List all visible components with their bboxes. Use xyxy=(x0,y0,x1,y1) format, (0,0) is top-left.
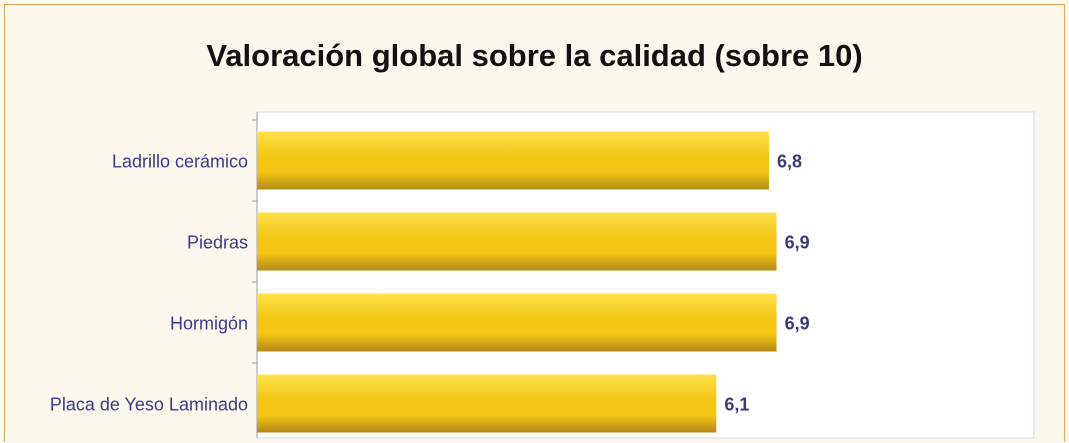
category-label: Piedras xyxy=(187,233,248,253)
category-label: Hormigón xyxy=(170,314,248,334)
bar xyxy=(257,131,770,190)
category-axis xyxy=(252,112,258,438)
category-label: Placa de Yeso Laminado xyxy=(50,395,248,415)
data-label: 6,9 xyxy=(785,233,810,253)
bar xyxy=(257,293,777,352)
data-label: 6,1 xyxy=(724,395,749,415)
chart-title: Valoración global sobre la calidad (sobr… xyxy=(206,38,863,73)
labels: Ladrillo cerámico 6,8 Piedras 6,9 Hormigón 6,… xyxy=(50,152,810,415)
category-label: Ladrillo cerámico xyxy=(112,152,248,172)
data-label: 6,9 xyxy=(785,314,810,334)
bars xyxy=(257,131,777,433)
data-label: 6,8 xyxy=(777,152,802,172)
bar xyxy=(257,374,717,433)
bar xyxy=(257,212,777,271)
